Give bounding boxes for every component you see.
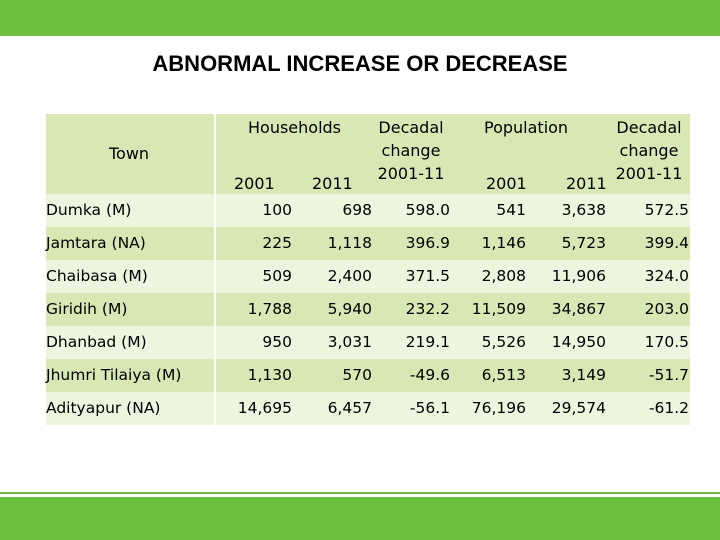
cell-pop-change: 170.5 [644, 333, 689, 351]
cell-pop-2011: 3,638 [561, 201, 606, 219]
data-table: Town Households 2001 2011 Decadal change… [46, 114, 690, 426]
cell-pop-change: 572.5 [644, 201, 689, 219]
cell-pop-2011: 34,867 [551, 300, 606, 318]
cell-pop-change: 399.4 [644, 234, 689, 252]
cell-hh-2001: 14,695 [237, 399, 292, 417]
row-separator [214, 227, 216, 260]
header-hh-decadal-line3: 2001-11 [377, 164, 445, 183]
header-households: Households [248, 118, 342, 137]
header-hh-decadal-line2: change [381, 141, 441, 160]
cell-hh-2011: 5,940 [327, 300, 372, 318]
cell-pop-2011: 3,149 [561, 366, 606, 384]
cell-hh-2001: 509 [262, 267, 292, 285]
cell-hh-2001: 1,788 [247, 300, 292, 318]
cell-pop-2001: 76,196 [471, 399, 526, 417]
cell-pop-2001: 11,509 [471, 300, 526, 318]
table-row [46, 359, 690, 392]
cell-town: Jhumri Tilaiya (M) [46, 366, 182, 384]
cell-pop-change: -61.2 [648, 399, 689, 417]
cell-hh-change: -56.1 [409, 399, 450, 417]
header-town: Town [109, 144, 150, 163]
table-row [46, 392, 690, 425]
row-separator [214, 194, 216, 227]
row-separator [214, 392, 216, 425]
header-town-separator [214, 114, 216, 194]
cell-hh-2011: 570 [342, 366, 372, 384]
cell-pop-change: -51.7 [648, 366, 689, 384]
cell-pop-change: 324.0 [644, 267, 689, 285]
cell-hh-change: 219.1 [405, 333, 450, 351]
header-pop-decadal-line1: Decadal [616, 118, 682, 137]
cell-town: Dhanbad (M) [46, 333, 147, 351]
cell-hh-2011: 2,400 [327, 267, 372, 285]
cell-pop-2011: 11,906 [551, 267, 606, 285]
bottom-banner [0, 497, 720, 540]
header-pop-decadal-line2: change [619, 141, 679, 160]
cell-hh-change: 598.0 [405, 201, 450, 219]
cell-pop-2001: 1,146 [481, 234, 526, 252]
cell-hh-2011: 1,118 [327, 234, 372, 252]
cell-hh-change: -49.6 [409, 366, 450, 384]
header-pop-decadal-line3: 2001-11 [615, 164, 683, 183]
cell-hh-change: 396.9 [405, 234, 450, 252]
cell-pop-2001: 2,808 [481, 267, 526, 285]
cell-pop-change: 203.0 [644, 300, 689, 318]
cell-hh-change: 371.5 [405, 267, 450, 285]
cell-town: Dumka (M) [46, 201, 132, 219]
cell-hh-2001: 950 [262, 333, 292, 351]
cell-hh-2011: 3,031 [327, 333, 372, 351]
cell-pop-2011: 29,574 [551, 399, 606, 417]
cell-town: Chaibasa (M) [46, 267, 148, 285]
bottom-divider [0, 492, 720, 494]
cell-hh-2011: 698 [342, 201, 372, 219]
cell-pop-2001: 6,513 [481, 366, 526, 384]
cell-pop-2001: 5,526 [481, 333, 526, 351]
top-banner [0, 0, 720, 36]
row-separator [214, 359, 216, 392]
cell-hh-change: 232.2 [405, 300, 450, 318]
header-hh-decadal-line1: Decadal [378, 118, 444, 137]
header-population: Population [484, 118, 569, 137]
cell-town: Adityapur (NA) [46, 399, 161, 417]
cell-hh-2001: 225 [262, 234, 292, 252]
header-pop-2011: 2011 [566, 174, 607, 193]
cell-pop-2001: 541 [496, 201, 526, 219]
cell-town: Jamtara (NA) [46, 234, 146, 252]
header-hh-decadal: Decadal change 2001-11 [366, 116, 456, 185]
table-row [46, 293, 690, 326]
cell-hh-2001: 100 [262, 201, 292, 219]
header-background [46, 114, 690, 194]
row-separator [214, 260, 216, 293]
cell-hh-2011: 6,457 [327, 399, 372, 417]
cell-hh-2001: 1,130 [247, 366, 292, 384]
table-row [46, 194, 690, 227]
table-row [46, 260, 690, 293]
header-pop-2001: 2001 [486, 174, 527, 193]
row-separator [214, 326, 216, 359]
cell-pop-2011: 14,950 [551, 333, 606, 351]
header-pop-decadal: Decadal change 2001-11 [604, 116, 694, 185]
cell-pop-2011: 5,723 [561, 234, 606, 252]
slide-title: ABNORMAL INCREASE OR DECREASE [152, 51, 568, 76]
table-row [46, 227, 690, 260]
table-row [46, 326, 690, 359]
row-separator [214, 293, 216, 326]
header-hh-2001: 2001 [234, 174, 275, 193]
header-hh-2011: 2011 [312, 174, 353, 193]
cell-town: Giridih (M) [46, 300, 128, 318]
